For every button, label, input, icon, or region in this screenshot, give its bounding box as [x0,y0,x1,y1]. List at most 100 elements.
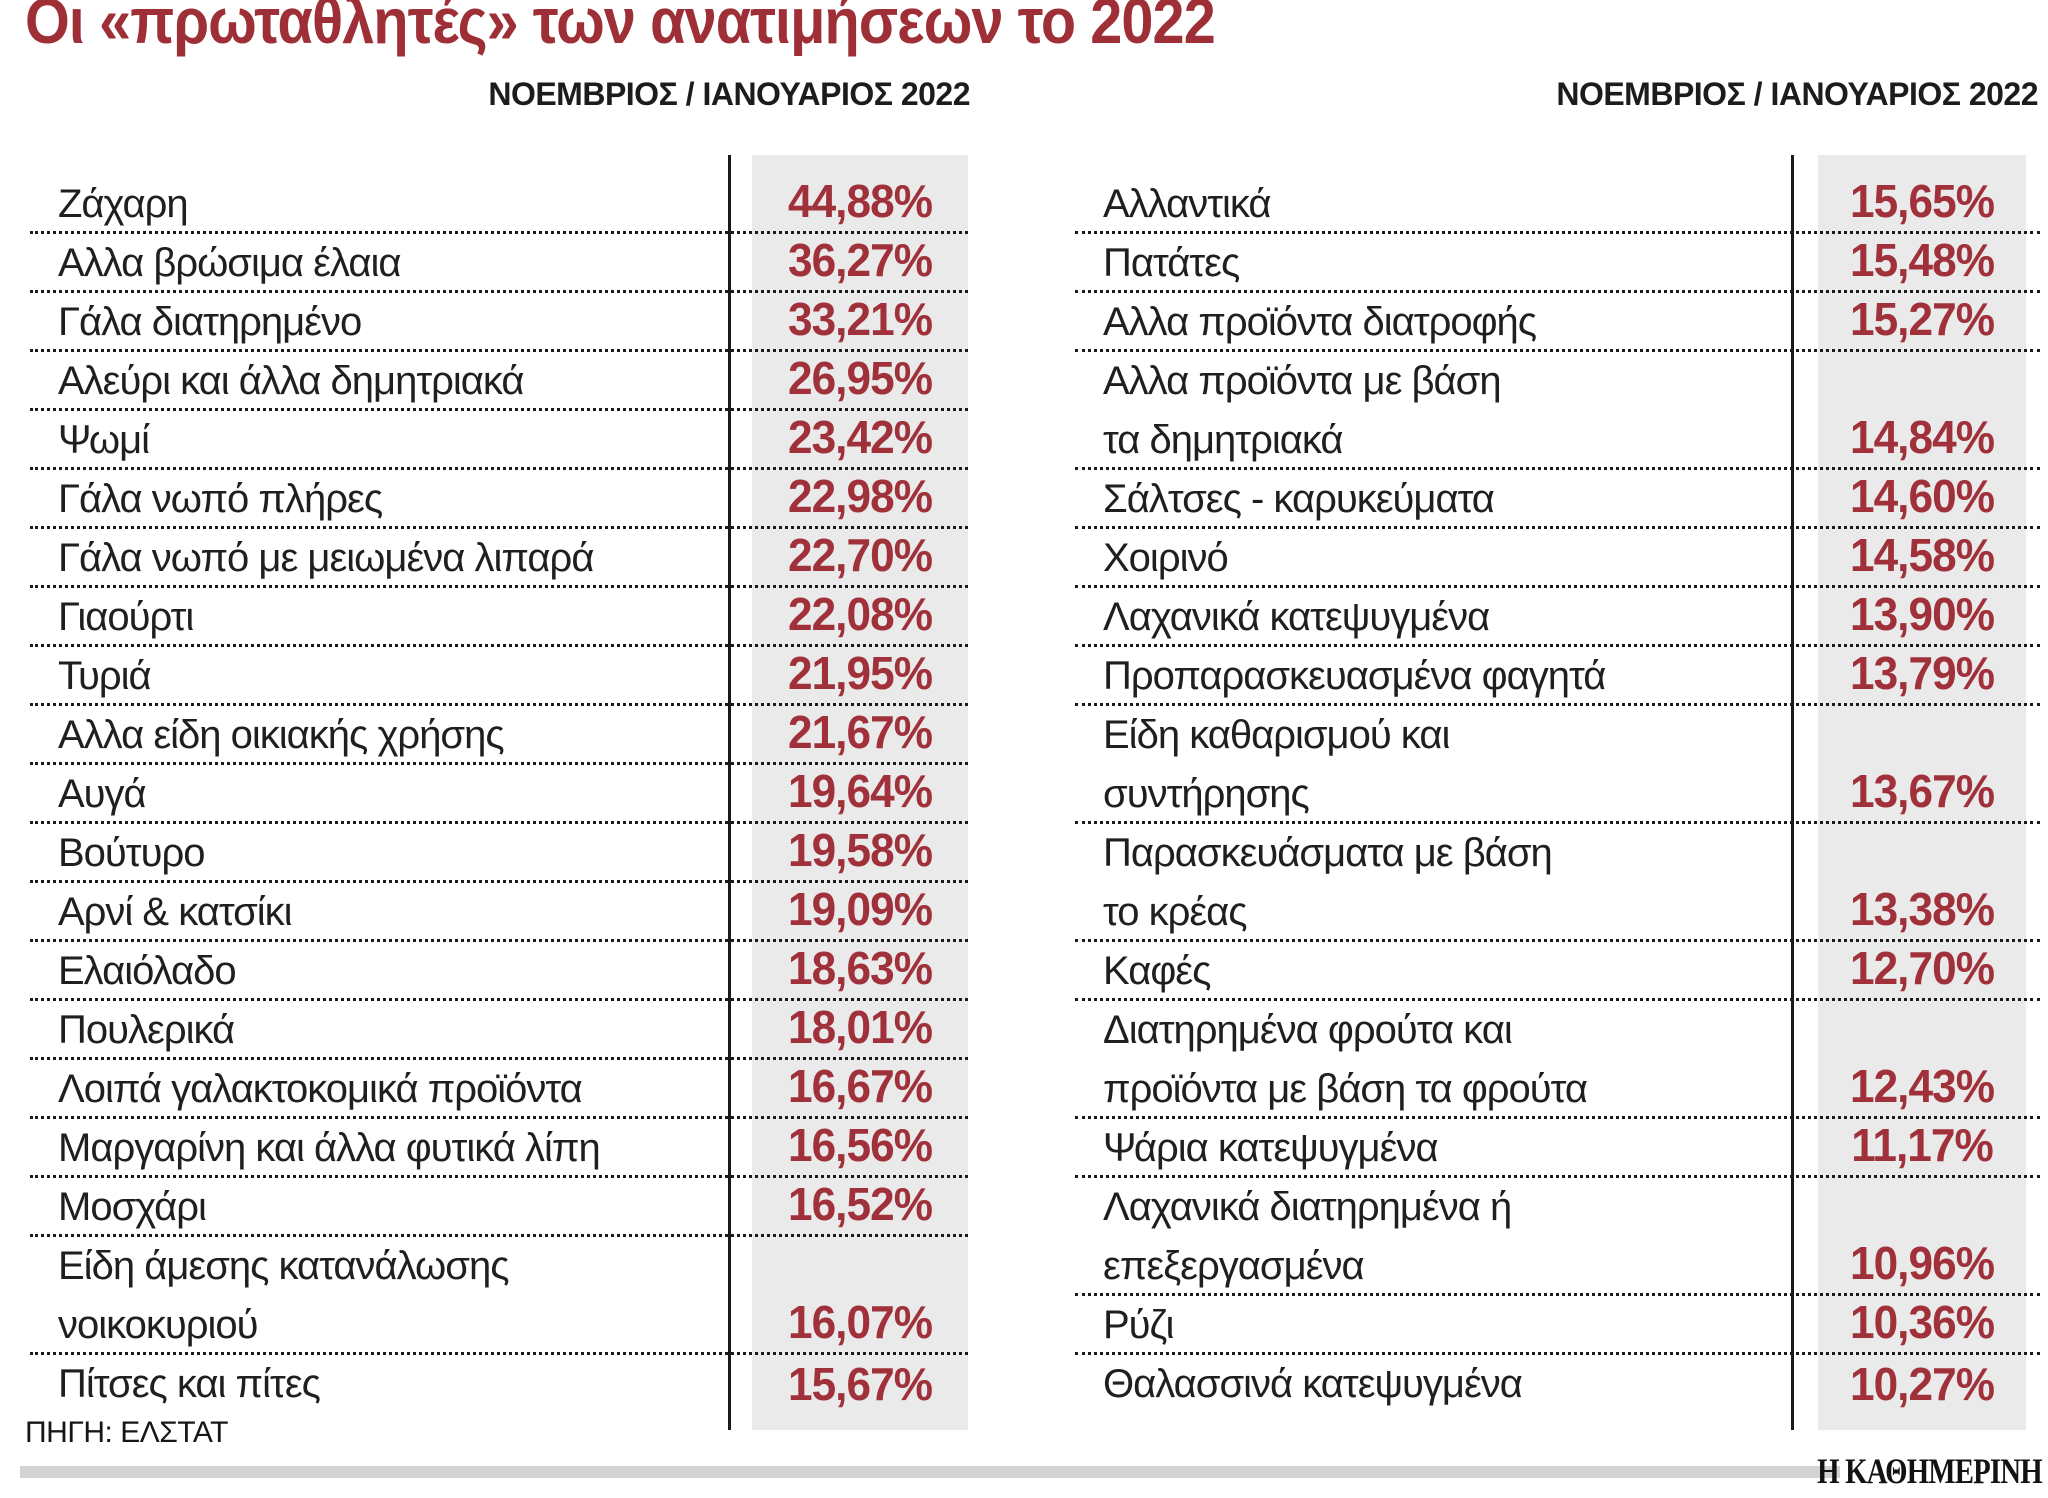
item-value: 15,67% [787,1358,933,1410]
table-row: Γάλα νωπό με μειωμένα λιπαρά 22,70% [30,529,968,588]
table-row: Αυγά 19,64% [30,765,968,824]
item-label: Παρασκευάσματα με βάση το κρέας [1103,831,1553,934]
rows-left: Ζάχαρη 44,88% Αλλα βρώσιμα έλαια 36,27% Γάλα… [30,175,968,1414]
table-row: Λοιπά γαλακτοκομικά προϊόντα 16,67% [30,1060,968,1119]
table-row: Αλλα προϊόντα με βάση τα δημητριακά 14,84% [1075,352,2040,470]
item-value: 21,67% [787,706,933,758]
item-value: 26,95% [787,352,933,404]
footer-bar [20,1466,1840,1478]
item-label: Λαχανικά διατηρημένα ή επεξεργασμένα [1103,1185,1512,1288]
table-row: Πουλερικά 18,01% [30,1001,968,1060]
item-label: Είδη άμεσης κατανάλωσης νοικοκυριού [58,1244,509,1347]
vertical-divider-line [728,155,731,1430]
table-row: Σάλτσες - καρυκεύματα 14,60% [1075,470,2040,529]
item-label: Λοιπά γαλακτοκομικά προϊόντα [58,1067,583,1111]
item-value: 22,70% [787,529,933,581]
item-label: Θαλασσινά κατεψυγμένα [1103,1362,1523,1406]
table-row: Γιαούρτι 22,08% [30,588,968,647]
item-value: 19,58% [787,824,933,876]
item-value: 15,48% [1849,234,1995,286]
item-label: Προπαρασκευασμένα φαγητά [1103,654,1606,698]
period-header-right: ΝΟΕΜΒΡΙΟΣ / ΙΑΝΟΥΑΡΙΟΣ 2022 [1556,76,2038,112]
item-label: Γάλα νωπό πλήρες [58,477,383,521]
item-label: Γάλα διατηρημένο [58,300,362,344]
item-label: Πίτσες και πίτες [58,1362,321,1406]
item-value: 15,65% [1849,175,1995,227]
item-label: Αλλα προϊόντα με βάση τα δημητριακά [1103,359,1502,462]
item-label: Είδη καθαρισμού και συντήρησης [1103,713,1450,816]
item-value: 18,63% [787,942,933,994]
item-label: Αλλα είδη οικιακής χρήσης [58,713,505,757]
item-label: Λαχανικά κατεψυγμένα [1103,595,1490,639]
item-value: 13,38% [1849,883,1995,935]
item-label: Ψάρια κατεψυγμένα [1103,1126,1439,1170]
source-note: ΠΗΓΗ: ΕΛΣΤΑΤ [25,1416,229,1449]
item-label: Αυγά [58,772,147,816]
table-row: Ζάχαρη 44,88% [30,175,968,234]
item-value: 16,07% [787,1296,933,1348]
table-row: Ψωμί 23,42% [30,411,968,470]
item-value: 33,21% [787,293,933,345]
table-row: Βούτυρο 19,58% [30,824,968,883]
vertical-divider-line [1791,155,1794,1430]
table-row: Αλλαντικά 15,65% [1075,175,2040,234]
table-row: Γάλα νωπό πλήρες 22,98% [30,470,968,529]
table-row: Παρασκευάσματα με βάση το κρέας 13,38% [1075,824,2040,942]
table-row: Ελαιόλαδο 18,63% [30,942,968,1001]
item-value: 10,27% [1849,1358,1995,1410]
table-row: Αλλα είδη οικιακής χρήσης 21,67% [30,706,968,765]
publisher-logo: Η ΚΑΘΗΜΕΡΙΝΗ [1817,1451,2043,1491]
item-value: 36,27% [787,234,933,286]
item-label: Ελαιόλαδο [58,949,237,993]
item-value: 44,88% [787,175,933,227]
item-label: Μοσχάρι [58,1185,207,1229]
item-label: Χοιρινό [1103,536,1229,580]
item-label: Μαργαρίνη και άλλα φυτικά λίπη [58,1126,601,1170]
table-row: Προπαρασκευασμένα φαγητά 13,79% [1075,647,2040,706]
item-label: Γιαούρτι [58,595,194,639]
item-label: Ζάχαρη [58,182,189,226]
item-value: 14,84% [1849,411,1995,463]
item-value: 11,17% [1851,1119,1994,1171]
item-label: Ψωμί [58,418,150,462]
item-label: Αλλα βρώσιμα έλαια [58,241,402,285]
table-row: Λαχανικά διατηρημένα ή επεξεργασμένα 10,96… [1075,1178,2040,1296]
item-value: 10,96% [1849,1237,1995,1289]
table-row: Είδη άμεσης κατανάλωσης νοικοκυριού 16,07% [30,1237,968,1355]
table-row: Θαλασσινά κατεψυγμένα 10,27% [1075,1355,2040,1414]
table-row: Χοιρινό 14,58% [1075,529,2040,588]
item-value: 18,01% [787,1001,933,1053]
item-label: Αλλα προϊόντα διατροφής [1103,300,1537,344]
item-value: 23,42% [787,411,933,463]
table-row: Αλεύρι και άλλα δημητριακά 26,95% [30,352,968,411]
table-row: Τυριά 21,95% [30,647,968,706]
item-value: 16,67% [787,1060,933,1112]
item-value: 10,36% [1849,1296,1995,1348]
item-label: Γάλα νωπό με μειωμένα λιπαρά [58,536,594,580]
item-value: 21,95% [787,647,933,699]
table-row: Διατηρημένα φρούτα και προϊόντα με βάση τ… [1075,1001,2040,1119]
item-value: 22,98% [787,470,933,522]
item-value: 16,52% [787,1178,933,1230]
table-row: Είδη καθαρισμού και συντήρησης 13,67% [1075,706,2040,824]
table-row: Γάλα διατηρημένο 33,21% [30,293,968,352]
item-label: Πατάτες [1103,241,1240,285]
item-label: Αλλαντικά [1103,182,1272,226]
table-row: Αλλα προϊόντα διατροφής 15,27% [1075,293,2040,352]
item-value: 15,27% [1849,293,1995,345]
table-row: Μαργαρίνη και άλλα φυτικά λίπη 16,56% [30,1119,968,1178]
item-value: 14,60% [1849,470,1995,522]
item-label: Αλεύρι και άλλα δημητριακά [58,359,525,403]
item-label: Βούτυρο [58,831,205,875]
table-row: Μοσχάρι 16,52% [30,1178,968,1237]
page-title: Οι «πρωταθλητές» των ανατιμήσεων το 2022 [25,0,1216,57]
item-label: Διατηρημένα φρούτα και προϊόντα με βάση τ… [1103,1008,1588,1111]
item-value: 13,79% [1849,647,1995,699]
period-header-left: ΝΟΕΜΒΡΙΟΣ / ΙΑΝΟΥΑΡΙΟΣ 2022 [488,76,970,112]
value-column-background [752,155,968,1430]
item-value: 16,56% [787,1119,933,1171]
item-value: 12,43% [1849,1060,1995,1112]
table-row: Αλλα βρώσιμα έλαια 36,27% [30,234,968,293]
item-value: 14,58% [1849,529,1995,581]
item-label: Αρνί & κατσίκι [58,890,293,934]
